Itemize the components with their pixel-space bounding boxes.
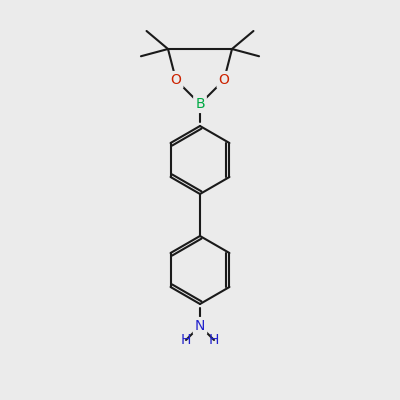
Text: O: O: [170, 73, 182, 87]
Text: N: N: [195, 319, 205, 333]
Text: H: H: [209, 333, 219, 347]
Text: B: B: [195, 97, 205, 111]
Text: H: H: [181, 333, 191, 347]
Text: O: O: [218, 73, 230, 87]
